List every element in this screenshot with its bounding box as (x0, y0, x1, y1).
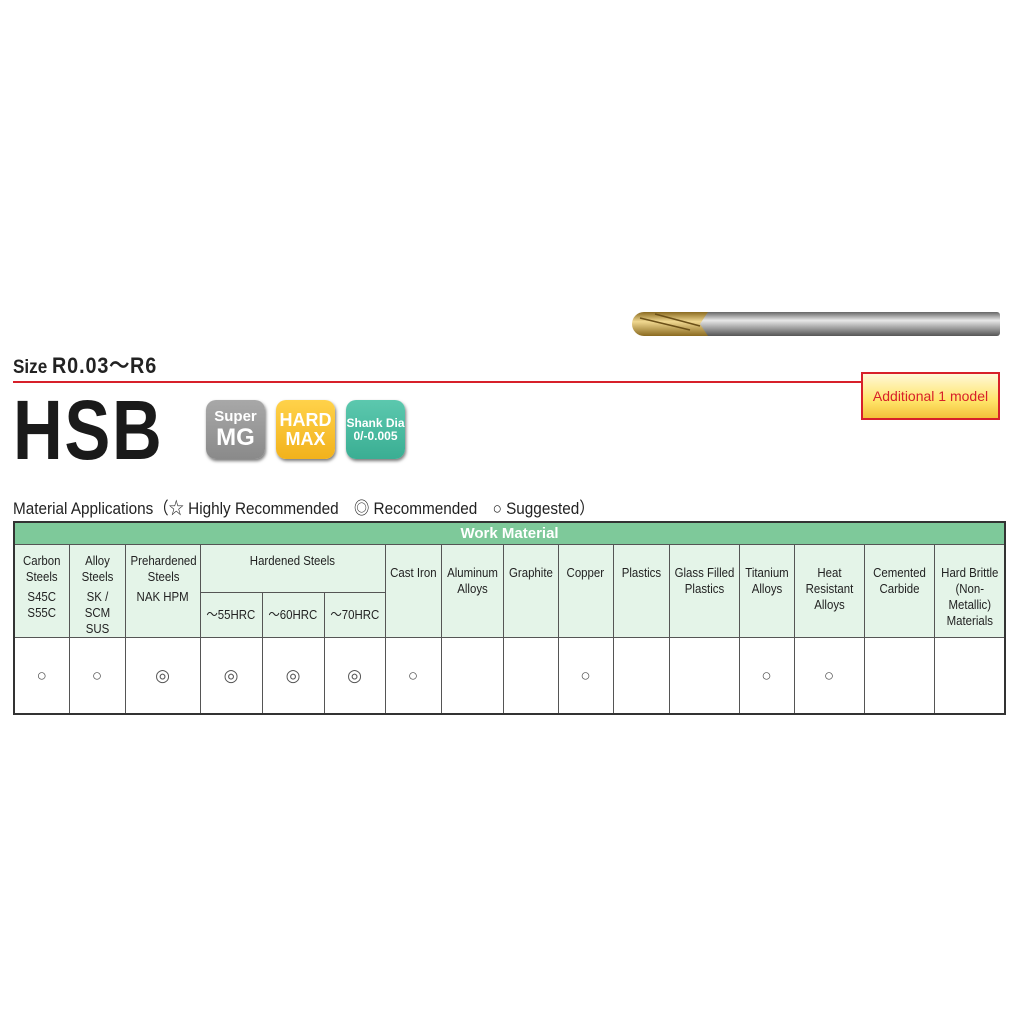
badge-line: MAX (285, 428, 326, 449)
badge-line: HARD (279, 409, 332, 430)
col-hard-brittle: Hard Brittle (Non-Metallic) Materials (933, 544, 1006, 638)
mark-cell (933, 637, 1006, 715)
col-graphite: Graphite (502, 544, 559, 638)
mark-cell: ○ (557, 637, 614, 715)
col-prehardened-steels: Prehardened Steels NAK HPM (124, 544, 201, 638)
col-label: Prehardened Steels (130, 553, 197, 584)
material-applications-legend: Material Applications（☆ Highly Recommend… (13, 499, 595, 518)
col-label: Copper (566, 565, 605, 580)
col-55hrc: ～55HRC (199, 591, 263, 639)
ball-end-mill-image (632, 312, 1000, 336)
size-range: Size R0.03～R6 (13, 348, 157, 380)
col-cast-iron: Cast Iron (384, 544, 442, 638)
col-70hrc: ～70HRC (323, 591, 386, 639)
table-title: Work Material (13, 521, 1006, 545)
mark-cell: ◎ (323, 637, 386, 715)
work-material-table: Work Material Carbon Steels S45C S55C All… (13, 521, 1007, 715)
col-aluminum-alloys: Aluminum Alloys (440, 544, 504, 638)
col-label: Graphite (508, 565, 553, 580)
col-label: Hard Brittle (Non-Metallic) Materials (940, 565, 998, 628)
mark-cell: ◎ (261, 637, 325, 715)
col-titanium-alloys: Titanium Alloys (738, 544, 795, 638)
col-hardened-steels: Hardened Steels (199, 544, 386, 593)
col-carbon-steels: Carbon Steels S45C S55C (13, 544, 70, 638)
super-mg-badge: Super MG (206, 400, 265, 459)
badge-line: MG (216, 423, 255, 451)
badge-line: 0/-0.005 (353, 428, 398, 443)
col-plastics: Plastics (612, 544, 670, 638)
col-label: Hardened Steels (249, 553, 336, 568)
col-label: Cast Iron (389, 565, 437, 580)
col-sub: NAK HPM (136, 589, 189, 604)
col-label: Carbon Steels (22, 553, 61, 584)
badge-line: Shank Dia (346, 415, 405, 430)
col-label: Titanium Alloys (744, 565, 789, 596)
mark-cell: ◎ (199, 637, 263, 715)
mark-cell: ◎ (124, 637, 201, 715)
col-60hrc: ～60HRC (261, 591, 325, 639)
mark-cell (668, 637, 740, 715)
col-label: ～70HRC (330, 606, 379, 622)
col-copper: Copper (557, 544, 614, 638)
shank-dia-badge: Shank Dia 0/-0.005 (346, 400, 405, 459)
mark-cell: ○ (13, 637, 70, 715)
col-cemented-carbide: Cemented Carbide (863, 544, 935, 638)
badge-line: Super (214, 408, 257, 426)
mark-cell (502, 637, 559, 715)
col-label: Aluminum Alloys (446, 565, 498, 596)
mark-cell: ○ (68, 637, 126, 715)
col-glass-filled-plastics: Glass Filled Plastics (668, 544, 740, 638)
col-alloy-steels: Alloy Steels SK / SCM SUS (68, 544, 126, 638)
size-value: R0.03～R6 (51, 353, 158, 378)
mark-cell: ○ (738, 637, 795, 715)
table-row: ○ ○ ◎ ◎ ◎ ◎ ○ ○ ○ ○ (13, 637, 1006, 715)
col-sub: S45C S55C (27, 589, 57, 620)
hard-max-badge: HARD MAX (276, 400, 335, 459)
mark-cell (863, 637, 935, 715)
col-label: ～60HRC (268, 606, 318, 622)
product-name: HSB (13, 383, 164, 477)
col-heat-resistant-alloys: Heat Resistant Alloys (793, 544, 865, 638)
mark-cell (440, 637, 504, 715)
col-label: Plastics (621, 565, 661, 580)
col-label: Alloy Steels (81, 553, 113, 584)
col-label: Heat Resistant Alloys (805, 565, 853, 612)
additional-model-callout: Additional 1 model (861, 372, 1000, 420)
mark-cell: ○ (384, 637, 442, 715)
size-label: Size (13, 357, 48, 378)
divider (13, 381, 863, 383)
mark-cell (612, 637, 670, 715)
mark-cell: ○ (793, 637, 865, 715)
col-label: Cemented Carbide (872, 565, 926, 596)
col-label: Glass Filled Plastics (674, 565, 734, 596)
col-label: ～55HRC (206, 606, 256, 622)
col-sub: SK / SCM SUS (84, 589, 110, 636)
